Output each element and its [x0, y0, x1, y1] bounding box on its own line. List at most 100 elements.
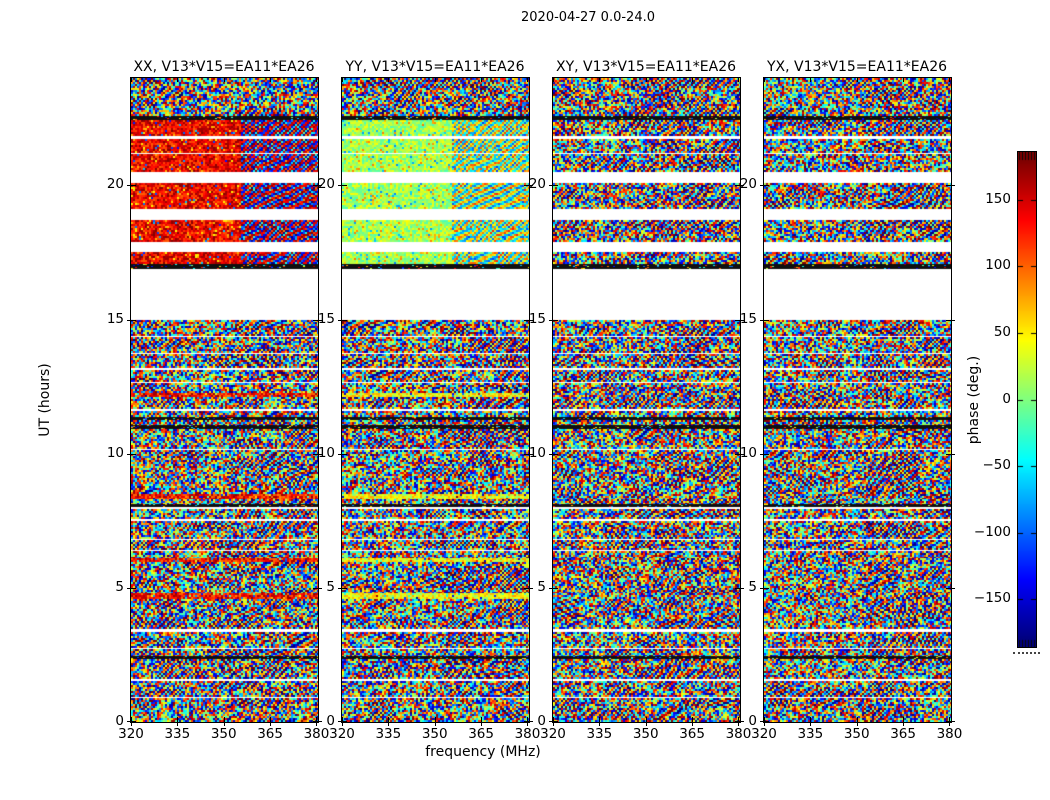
y-tick-mark	[952, 185, 955, 186]
y-tick-mark	[131, 185, 136, 186]
x-tick-label: 365	[257, 726, 283, 742]
heatmap-canvas-xx	[131, 78, 318, 722]
colorbar-tick-label: 0	[1002, 390, 1011, 407]
x-tick-mark	[810, 78, 811, 82]
y-tick-mark	[313, 454, 318, 455]
y-tick-mark	[764, 454, 769, 455]
heatmap-panel-yx	[763, 77, 952, 723]
y-tick-mark	[946, 320, 951, 321]
x-tick-label: 350	[843, 726, 870, 742]
y-tick-label: 5	[115, 578, 124, 595]
y-tick-mark	[530, 588, 533, 589]
panel-title-yy: YY, V13*V15=EA11*EA26	[345, 59, 525, 75]
y-tick-mark	[549, 588, 552, 589]
y-tick-mark	[319, 320, 322, 321]
colorbar-tick-label: −50	[982, 457, 1012, 474]
y-tick-mark	[338, 185, 341, 186]
x-tick-mark	[270, 723, 271, 726]
x-tick-mark	[599, 78, 600, 82]
colorbar-tick-label: −150	[973, 590, 1011, 607]
y-tick-mark	[553, 454, 558, 455]
y-tick-mark	[338, 454, 341, 455]
y-tick-mark	[741, 721, 744, 722]
x-tick-mark	[738, 723, 739, 726]
x-tick-mark	[270, 78, 271, 82]
y-tick-mark	[131, 320, 136, 321]
colorbar-tick-label: 150	[985, 190, 1011, 207]
x-tick-mark	[903, 78, 904, 82]
x-tick-mark	[949, 78, 950, 82]
y-tick-mark	[553, 721, 558, 722]
y-tick-mark	[319, 588, 322, 589]
x-tick-label: 365	[468, 726, 494, 742]
y-tick-label: 10	[528, 444, 546, 461]
x-tick-mark	[527, 78, 528, 82]
y-tick-mark	[338, 320, 341, 321]
y-tick-mark	[524, 588, 529, 589]
x-tick-mark	[857, 78, 858, 82]
x-tick-label: 380	[514, 726, 541, 742]
x-tick-mark	[646, 78, 647, 82]
x-tick-mark	[131, 717, 132, 722]
x-tick-label: 350	[421, 726, 448, 742]
x-tick-mark	[177, 723, 178, 726]
x-tick-mark	[764, 723, 765, 726]
y-tick-mark	[764, 588, 769, 589]
colorbar-extend-dots	[1013, 652, 1040, 654]
heatmap-panel-xx	[130, 77, 319, 723]
x-tick-mark	[481, 717, 482, 722]
y-tick-mark	[735, 588, 740, 589]
y-tick-mark	[338, 721, 341, 722]
x-tick-label: 320	[751, 726, 777, 742]
x-tick-mark	[224, 723, 225, 726]
figure-title: 2020-04-27 0.0-24.0	[521, 10, 655, 25]
x-tick-label: 320	[118, 726, 144, 742]
y-tick-mark	[131, 588, 136, 589]
y-tick-mark	[342, 454, 347, 455]
x-tick-mark	[131, 78, 132, 82]
x-tick-label: 335	[586, 726, 613, 742]
x-tick-mark	[949, 717, 950, 722]
x-tick-mark	[553, 78, 554, 82]
x-tick-mark	[388, 717, 389, 722]
y-tick-mark	[342, 320, 347, 321]
x-tick-mark	[810, 723, 811, 726]
x-tick-label: 350	[210, 726, 237, 742]
x-tick-mark	[342, 717, 343, 722]
y-tick-mark	[553, 320, 558, 321]
y-tick-mark	[524, 454, 529, 455]
x-tick-mark	[177, 717, 178, 722]
panel-title-yx: YX, V13*V15=EA11*EA26	[766, 59, 948, 75]
y-tick-label: 10	[739, 444, 757, 461]
x-tick-label: 365	[679, 726, 705, 742]
x-tick-mark	[481, 723, 482, 726]
y-tick-mark	[760, 454, 763, 455]
x-tick-mark	[646, 723, 647, 726]
y-tick-label: 0	[115, 713, 124, 729]
x-tick-mark	[177, 78, 178, 82]
y-tick-mark	[760, 721, 763, 722]
y-tick-mark	[741, 185, 744, 186]
colorbar-tick-label: −100	[973, 523, 1011, 540]
y-tick-mark	[741, 588, 744, 589]
y-tick-mark	[530, 454, 533, 455]
y-tick-mark	[741, 320, 744, 321]
y-tick-label: 20	[106, 176, 124, 193]
y-tick-label: 15	[528, 310, 546, 327]
y-axis-label: UT (hours)	[37, 363, 53, 437]
y-tick-mark	[760, 588, 763, 589]
y-tick-mark	[342, 185, 347, 186]
y-tick-mark	[764, 185, 769, 186]
x-tick-mark	[857, 723, 858, 726]
x-tick-label: 365	[890, 726, 916, 742]
y-tick-mark	[524, 185, 529, 186]
x-tick-mark	[342, 78, 343, 82]
y-tick-mark	[313, 185, 318, 186]
y-tick-label: 20	[528, 176, 546, 193]
y-tick-mark	[131, 721, 136, 722]
x-tick-label: 320	[329, 726, 355, 742]
colorbar-gradient-canvas	[1018, 152, 1036, 647]
x-tick-mark	[646, 717, 647, 722]
x-tick-mark	[764, 717, 765, 722]
y-tick-mark	[549, 185, 552, 186]
